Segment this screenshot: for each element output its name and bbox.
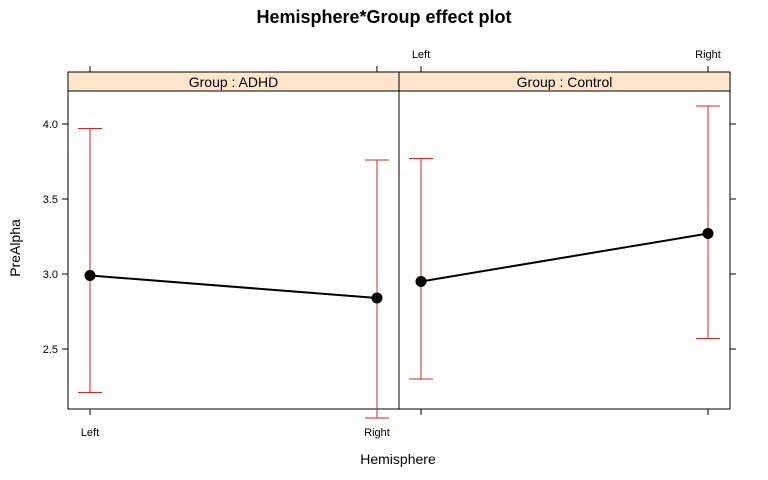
data-point (84, 270, 96, 281)
panel-2: Group : Control Left Right (398, 49, 736, 415)
strip-label: Group : Control (517, 74, 613, 90)
y-tick-label: 3.0 (43, 269, 58, 281)
panel-frame (398, 71, 731, 410)
y-tick-label: 3.5 (43, 194, 58, 206)
x-tick-label: Left (412, 49, 430, 61)
x-tick-label: Left (81, 427, 99, 439)
y-tick-label: 2.5 (43, 344, 58, 356)
y-axis-label: PreAlpha (7, 219, 23, 277)
data-point (415, 276, 427, 287)
data-point (371, 292, 383, 304)
x-axis-label: Hemisphere (360, 451, 436, 467)
panel-frame (67, 71, 400, 410)
panel-1: Group : ADHD Left Right 2.5 3.0 3.5 4.0 (43, 66, 400, 439)
x-tick-label: Right (695, 49, 721, 61)
x-tick-label: Right (364, 427, 390, 439)
strip-label: Group : ADHD (189, 74, 278, 90)
panel-strip (398, 71, 731, 92)
effect-line (89, 274, 378, 299)
chart-title: Hemisphere*Group effect plot (256, 7, 511, 27)
data-point (702, 228, 714, 239)
y-tick-label: 4.0 (43, 119, 58, 131)
effect-line (420, 232, 709, 283)
